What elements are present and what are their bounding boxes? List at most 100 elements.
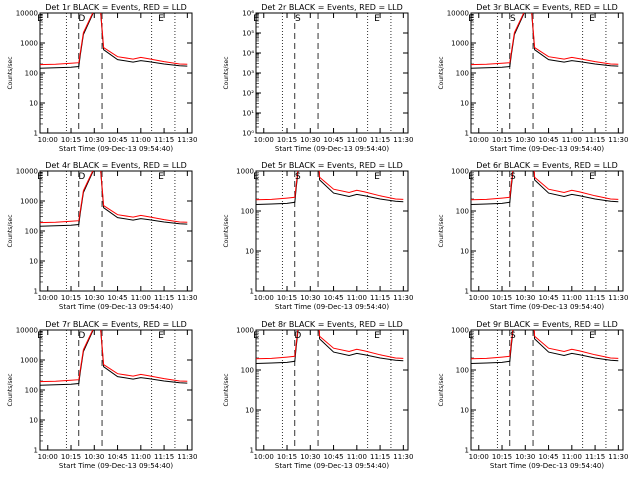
y-axis-label: Counts/sec xyxy=(7,56,14,89)
x-tick-label: 10:45 xyxy=(323,453,343,461)
x-tick-label: 10:15 xyxy=(277,136,297,144)
y-axis-label: Counts/sec xyxy=(438,56,445,89)
y-tick-label: 1 xyxy=(34,288,38,296)
y-tick-label: 10⁶ xyxy=(242,10,254,18)
time-marker-label: E xyxy=(589,14,595,24)
x-tick-label: 10:15 xyxy=(61,453,81,461)
x-tick-label: 11:00 xyxy=(131,136,151,144)
x-tick-label: 11:15 xyxy=(585,453,605,461)
x-axis-label: Start Time (09-Dec-13 09:54:40) xyxy=(59,462,173,470)
time-marker-label: D xyxy=(78,14,85,24)
panel-title: Det 6r BLACK = Events, RED = LLD xyxy=(476,161,618,170)
time-marker-label: E xyxy=(374,172,380,182)
x-tick-label: 11:15 xyxy=(154,453,174,461)
series-events-line xyxy=(40,330,188,386)
panel-title: Det 1r BLACK = Events, RED = LLD xyxy=(45,3,187,12)
y-tick-label: 10¹ xyxy=(242,110,254,118)
plot-frame xyxy=(470,329,624,451)
y-tick-label: 10 xyxy=(29,100,38,108)
x-tick-label: 11:00 xyxy=(347,453,367,461)
x-axis-label: Start Time (09-Dec-13 09:54:40) xyxy=(275,462,389,470)
x-tick-label: 11:15 xyxy=(370,453,390,461)
x-tick-label: 10:45 xyxy=(323,136,343,144)
panel-title: Det 9r BLACK = Events, RED = LLD xyxy=(476,320,618,329)
y-tick-label: 100 xyxy=(241,367,254,375)
time-marker-label: E xyxy=(468,172,474,182)
y-tick-label: 10³ xyxy=(242,70,254,78)
x-axis-label: Start Time (09-Dec-13 09:54:40) xyxy=(490,462,604,470)
y-tick-label: 10⁴ xyxy=(242,50,254,58)
y-tick-label: 1000 xyxy=(451,168,469,176)
x-tick-label: 11:15 xyxy=(370,294,390,302)
y-axis-label: Counts/sec xyxy=(7,373,14,406)
time-marker-label: E xyxy=(37,14,43,24)
time-marker-label: S xyxy=(510,14,516,24)
x-tick-label: 10:15 xyxy=(492,136,512,144)
time-marker-label: E xyxy=(253,14,259,24)
x-tick-label: 11:15 xyxy=(370,136,390,144)
x-tick-label: 11:30 xyxy=(393,136,413,144)
y-tick-label: 100 xyxy=(25,228,38,236)
series-lld-line xyxy=(471,171,619,201)
x-axis-label: Start Time (09-Dec-13 09:54:40) xyxy=(275,303,389,311)
x-tick-label: 10:30 xyxy=(84,136,104,144)
y-tick-label: 100 xyxy=(25,70,38,78)
plot-frame xyxy=(39,12,193,134)
y-tick-label: 10⁰ xyxy=(242,130,254,138)
x-tick-label: 10:00 xyxy=(469,453,489,461)
time-marker-label: D xyxy=(294,331,301,341)
x-tick-label: 11:00 xyxy=(562,453,582,461)
time-marker-label: D xyxy=(78,172,85,182)
plot-frame xyxy=(255,170,409,292)
x-tick-label: 10:15 xyxy=(492,453,512,461)
x-tick-label: 10:00 xyxy=(254,136,274,144)
x-tick-label: 11:15 xyxy=(154,136,174,144)
y-tick-label: 10 xyxy=(29,417,38,425)
panel-det-3: Det 3r BLACK = Events, RED = LLD 1 10 100 10… xyxy=(438,3,628,153)
time-marker-label: E xyxy=(158,14,164,24)
x-tick-label: 11:00 xyxy=(347,136,367,144)
y-tick-label: 1 xyxy=(34,447,38,455)
y-tick-label: 10 xyxy=(460,100,469,108)
time-marker-label: E xyxy=(374,14,380,24)
x-tick-label: 10:30 xyxy=(84,294,104,302)
x-tick-label: 10:15 xyxy=(277,294,297,302)
y-tick-label: 1000 xyxy=(451,40,469,48)
x-tick-label: 10:30 xyxy=(300,294,320,302)
panel-det-7: Det 7r BLACK = Events, RED = LLD 1 10 100 10… xyxy=(7,320,197,470)
y-tick-label: 100 xyxy=(456,367,469,375)
y-axis-label: Counts/sec xyxy=(7,214,14,247)
time-marker-label: E xyxy=(374,331,380,341)
y-tick-label: 10⁵ xyxy=(242,30,254,38)
y-tick-label: 100 xyxy=(456,70,469,78)
series-events-line xyxy=(40,171,188,227)
panel-title: Det 4r BLACK = Events, RED = LLD xyxy=(45,161,187,170)
plot-frame xyxy=(470,12,624,134)
y-tick-label: 1000 xyxy=(20,40,38,48)
x-tick-label: 11:00 xyxy=(562,294,582,302)
y-tick-label: 1 xyxy=(250,288,254,296)
x-tick-label: 10:00 xyxy=(38,453,58,461)
panel-title: Det 8r BLACK = Events, RED = LLD xyxy=(261,320,403,329)
time-marker-label: D xyxy=(78,331,85,341)
panel-det-5: Det 5r BLACK = Events, RED = LLD 1 10 100 10… xyxy=(223,161,413,311)
x-tick-label: 11:00 xyxy=(131,453,151,461)
x-axis-label: Start Time (09-Dec-13 09:54:40) xyxy=(490,145,604,153)
y-tick-label: 1 xyxy=(465,130,469,138)
plot-frame xyxy=(39,170,193,292)
y-tick-label: 100 xyxy=(456,208,469,216)
x-tick-label: 10:30 xyxy=(84,453,104,461)
y-tick-label: 1 xyxy=(465,447,469,455)
x-tick-label: 10:45 xyxy=(107,136,127,144)
plot-frame xyxy=(470,170,624,292)
time-marker-label: E xyxy=(253,172,259,182)
y-tick-label: 10² xyxy=(242,90,254,98)
x-tick-label: 10:30 xyxy=(515,453,535,461)
time-marker-label: E xyxy=(37,331,43,341)
y-tick-label: 1000 xyxy=(236,327,254,335)
x-tick-label: 11:30 xyxy=(608,453,628,461)
x-tick-label: 10:00 xyxy=(469,294,489,302)
x-tick-label: 10:30 xyxy=(515,294,535,302)
x-tick-label: 11:00 xyxy=(347,294,367,302)
